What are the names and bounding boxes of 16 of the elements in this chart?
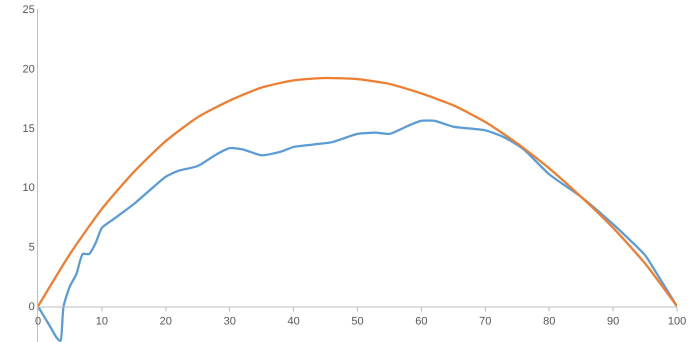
- x-tick-label: 20: [160, 316, 172, 328]
- x-tick-label: 60: [415, 316, 428, 328]
- y-tick-label: 10: [22, 182, 35, 194]
- x-tick-label: 40: [287, 316, 300, 328]
- y-tick-label: 25: [22, 4, 35, 16]
- y-tick-label: 20: [22, 63, 35, 76]
- x-tick-label: 50: [351, 316, 364, 328]
- y-tick-label: 0: [28, 301, 35, 314]
- x-tick-label: 100: [668, 316, 686, 328]
- x-tick-label: 10: [96, 316, 108, 328]
- y-tick-label: 5: [28, 242, 35, 254]
- x-tick-label: 70: [479, 316, 492, 328]
- x-tick-label: 30: [224, 316, 236, 328]
- x-tick-label: 80: [543, 316, 556, 328]
- y-tick-label: 15: [22, 122, 35, 135]
- x-tick-label: 90: [606, 316, 620, 328]
